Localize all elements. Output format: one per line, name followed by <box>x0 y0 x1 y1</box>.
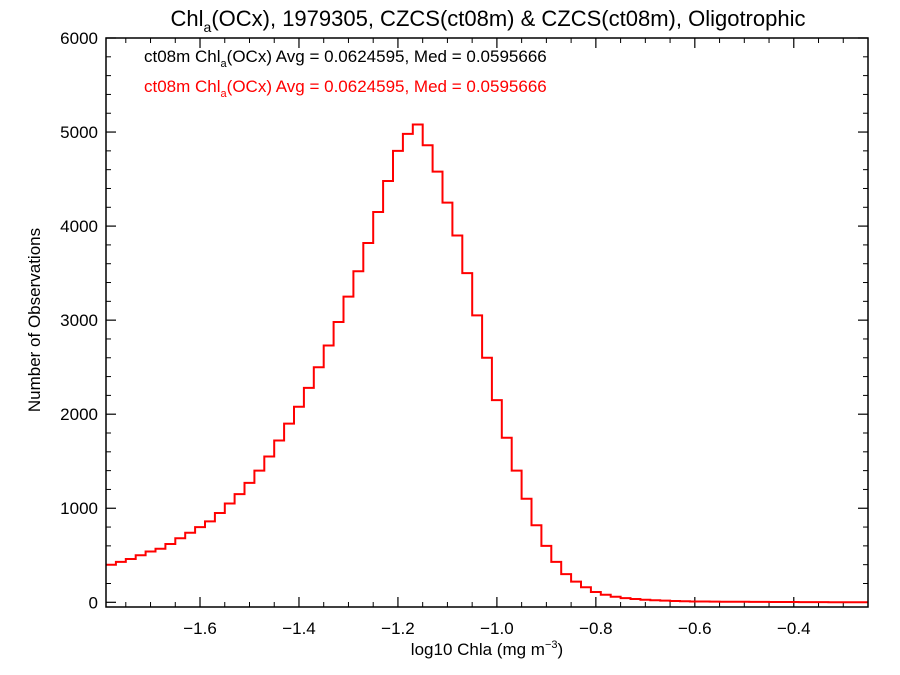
chart-title-subscript: a <box>204 19 212 35</box>
legend-entry-2: ct08m Chla(OCx) Avg = 0.0624595, Med = 0… <box>144 77 547 100</box>
y-tick-label: 6000 <box>60 29 98 48</box>
legend-entry-1: ct08m Chla(OCx) Avg = 0.0624595, Med = 0… <box>144 47 547 70</box>
y-tick-label: 1000 <box>60 499 98 518</box>
legend-entry-1-part2: (OCx) Avg = 0.0624595, Med = 0.0595666 <box>227 47 547 66</box>
x-tick-label: −0.6 <box>678 619 712 638</box>
x-tick-label: −1.4 <box>282 619 316 638</box>
y-tick-label: 0 <box>89 593 98 612</box>
legend-entry-2-subscript: a <box>221 88 228 100</box>
x-tick-label: −1.0 <box>480 619 514 638</box>
series-layer <box>106 123 868 604</box>
x-axis-label-superscript: −3 <box>545 639 558 651</box>
y-tick-label: 4000 <box>60 217 98 236</box>
legend-entry-1-subscript: a <box>221 58 228 70</box>
x-axis-label: log10 Chla (mg m−3) <box>411 639 563 659</box>
x-tick-label: −0.8 <box>579 619 613 638</box>
x-tick-label: −1.2 <box>381 619 415 638</box>
series-line-1 <box>106 123 868 604</box>
plot-frame <box>105 37 869 608</box>
x-axis-ticks: −1.6 −1.4 −1.2 −1.0 −0.8 −0.6 −0.4 <box>125 38 869 638</box>
x-axis-label-part1: log10 Chla (mg m <box>411 640 545 659</box>
chart-title-part2: (OCx), 1979305, CZCS(ct08m) & CZCS(ct08m… <box>211 6 805 31</box>
chart-title-part1: Chl <box>171 6 204 31</box>
chart-title: Chla(OCx), 1979305, CZCS(ct08m) & CZCS(c… <box>171 6 806 35</box>
legend-entry-2-part2: (OCx) Avg = 0.0624595, Med = 0.0595666 <box>227 77 547 96</box>
y-axis-label: Number of Observations <box>25 228 44 412</box>
y-tick-label: 2000 <box>60 405 98 424</box>
y-tick-label: 3000 <box>60 311 98 330</box>
legend-entry-1-part1: ct08m Chl <box>144 47 221 66</box>
x-tick-label: −1.6 <box>183 619 217 638</box>
y-axis-ticks: 0 1000 2000 3000 4000 5000 6000 <box>60 29 868 612</box>
x-tick-label: −0.4 <box>777 619 811 638</box>
x-axis-label-part2: ) <box>558 640 564 659</box>
legend-entry-2-part1: ct08m Chl <box>144 77 221 96</box>
y-tick-label: 5000 <box>60 123 98 142</box>
